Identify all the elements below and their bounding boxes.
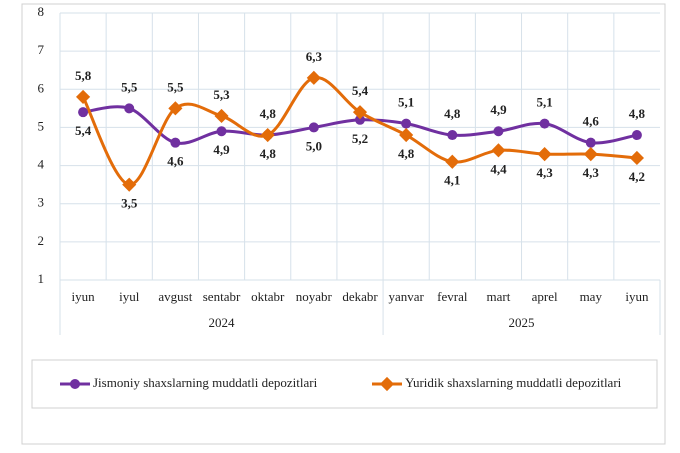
marker (399, 127, 414, 143)
value-label: 4,8 (444, 106, 461, 121)
value-label: 4,8 (260, 106, 277, 121)
x-tick-label: dekabr (342, 289, 378, 304)
value-label: 5,2 (352, 131, 368, 146)
marker (491, 143, 506, 158)
value-label: 4,9 (213, 142, 230, 157)
x-tick-label: oktabr (251, 289, 285, 304)
legend-label: Yuridik shaxslarning muddatli depozitlar… (405, 375, 622, 390)
value-label: 5,4 (352, 83, 369, 98)
marker (355, 114, 365, 125)
x-tick-label: yanvar (388, 289, 424, 304)
marker (216, 126, 227, 137)
legend-marker (70, 379, 80, 389)
value-label: 4,2 (629, 169, 645, 184)
value-label: 4,3 (536, 165, 553, 180)
marker (447, 130, 458, 141)
value-label: 4,6 (583, 114, 600, 129)
x-tick-label: mart (487, 289, 511, 304)
marker (631, 130, 642, 141)
marker (306, 70, 321, 85)
marker (539, 118, 550, 129)
value-label: 5,4 (75, 123, 92, 138)
y-tick-label: 7 (38, 42, 45, 57)
x-tick-label: avgust (158, 289, 192, 304)
x-tick-label: sentabr (203, 289, 241, 304)
value-label: 4,3 (583, 165, 600, 180)
value-label: 4,9 (490, 102, 507, 117)
y-tick-label: 3 (38, 195, 45, 210)
chart-frame (21, 3, 666, 445)
x-tick-label: aprel (532, 289, 558, 304)
x-tick-label: iyun (625, 289, 649, 304)
value-label: 4,1 (444, 173, 460, 188)
value-label: 5,0 (306, 138, 322, 153)
marker (445, 154, 460, 169)
value-label: 4,8 (398, 146, 415, 161)
y-tick-label: 1 (38, 271, 45, 286)
legend-marker (379, 376, 395, 392)
value-label: 4,8 (629, 106, 646, 121)
value-label: 4,8 (260, 146, 277, 161)
value-label: 5,3 (213, 87, 230, 102)
y-tick-label: 2 (38, 233, 45, 248)
x-group-label: 2024 (209, 315, 236, 330)
value-label: 5,1 (398, 95, 414, 110)
marker (585, 137, 596, 148)
value-label: 4,6 (167, 154, 184, 169)
marker (583, 147, 598, 162)
x-tick-label: fevral (437, 289, 468, 304)
value-label: 5,5 (167, 79, 184, 94)
x-tick-label: may (580, 289, 603, 304)
marker (78, 107, 89, 118)
y-tick-label: 4 (38, 157, 45, 172)
marker (629, 150, 644, 166)
marker (352, 105, 368, 120)
value-label: 6,3 (306, 49, 323, 64)
value-label: 3,5 (121, 196, 138, 211)
marker (308, 122, 319, 133)
x-group-label: 2025 (509, 315, 535, 330)
x-tick-label: iyul (119, 289, 140, 304)
legend-box (31, 359, 658, 409)
legend-label: Jismoniy shaxslarning muddatli depozitla… (93, 375, 318, 390)
x-tick-label: noyabr (296, 289, 333, 304)
value-label: 5,1 (536, 95, 552, 110)
marker (537, 147, 552, 162)
y-tick-label: 6 (38, 80, 45, 95)
marker (493, 126, 504, 137)
value-label: 5,5 (121, 79, 138, 94)
value-label: 5,8 (75, 68, 92, 83)
marker (76, 89, 91, 104)
x-tick-label: iyun (72, 289, 96, 304)
value-label: 4,4 (490, 161, 507, 176)
marker (122, 177, 137, 192)
y-tick-label: 5 (38, 118, 45, 133)
marker (124, 103, 135, 114)
y-tick-label: 8 (38, 4, 45, 19)
marker (260, 127, 275, 143)
marker (401, 118, 412, 129)
marker (214, 108, 229, 124)
marker (170, 137, 181, 148)
